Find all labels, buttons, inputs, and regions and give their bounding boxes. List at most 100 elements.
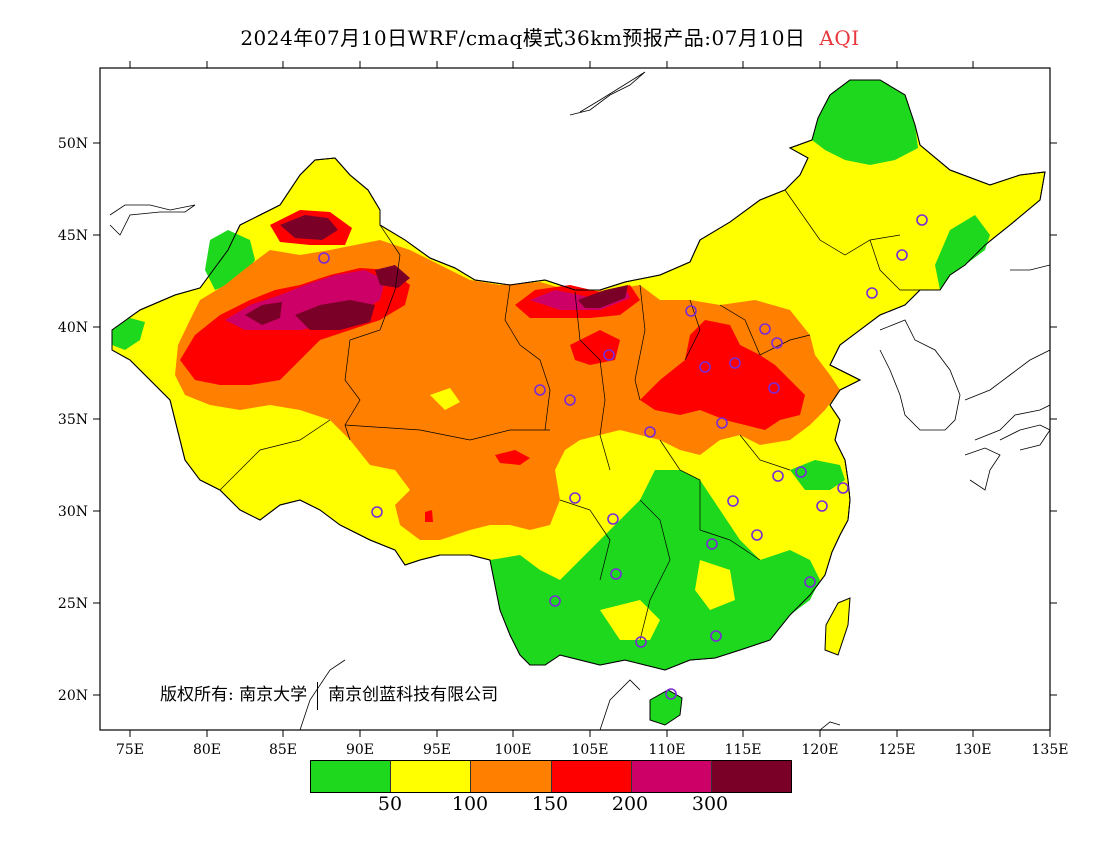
legend-swatch-red <box>551 761 632 792</box>
lon-label: 135E <box>1032 742 1069 758</box>
region-aqi-maroon-west-c <box>375 265 410 288</box>
lon-label: 100E <box>495 742 532 758</box>
station-marker <box>896 249 908 261</box>
lon-label: 75E <box>116 742 144 758</box>
lon-label: 95E <box>423 742 451 758</box>
legend-label: 200 <box>611 793 649 815</box>
lat-label: 20N <box>58 688 88 704</box>
station-marker <box>710 630 722 642</box>
lat-label: 25N <box>58 596 88 612</box>
station-marker <box>772 470 784 482</box>
legend-swatch-yellow <box>391 761 472 792</box>
station-marker <box>371 506 383 518</box>
copyright-prefix: 版权所有: <box>160 685 234 705</box>
legend-label: 100 <box>451 793 489 815</box>
lat-label: 45N <box>58 228 88 244</box>
station-marker <box>768 382 780 394</box>
region-aqi-red-tibet-dot <box>425 510 433 522</box>
copyright-separator <box>317 681 319 710</box>
lon-label: 85E <box>269 742 297 758</box>
station-marker <box>804 576 816 588</box>
lon-label: 125E <box>879 742 916 758</box>
station-marker <box>729 357 741 369</box>
station-marker <box>816 500 828 512</box>
legend-swatch-maroon <box>711 761 792 792</box>
legend-swatch-purple <box>631 761 712 792</box>
region-aqi-red-north-china <box>640 320 805 430</box>
station-marker <box>727 495 739 507</box>
station-marker <box>751 529 763 541</box>
station-marker <box>837 482 849 494</box>
copyright-note: 版权所有: 南京大学 南京创蓝科技有限公司 <box>160 680 498 710</box>
region-aqi-green-east-edge <box>935 215 990 290</box>
station-marker <box>549 595 561 607</box>
region-aqi-yellow-taiwan <box>824 597 851 656</box>
longitude-labels: 75E 80E 85E 90E 95E 100E 105E 110E 115E … <box>116 742 1069 758</box>
region-aqi-green-northeast <box>812 80 918 165</box>
region-aqi-red-shaanxi <box>570 330 620 365</box>
copyright-org2: 南京创蓝科技有限公司 <box>328 685 499 705</box>
map-body <box>109 71 1050 730</box>
legend-swatch-orange <box>471 761 552 792</box>
latitude-labels: 50N 45N 40N 35N 30N 25N 20N <box>58 136 88 704</box>
legend-label: 50 <box>377 793 403 815</box>
station-marker <box>564 394 576 406</box>
copyright-org1: 南京大学 <box>239 685 308 705</box>
station-marker <box>795 466 807 478</box>
station-marker <box>534 384 546 396</box>
region-aqi-maroon-west-b <box>245 302 282 325</box>
station-marker <box>607 513 619 525</box>
lon-label: 110E <box>649 742 686 758</box>
station-marker <box>699 361 711 373</box>
station-markers <box>318 214 928 700</box>
title-variable: AQI <box>819 26 860 50</box>
lon-label: 90E <box>346 742 374 758</box>
map-frame <box>99 67 1051 731</box>
lat-label: 40N <box>58 320 88 336</box>
lat-label: 50N <box>58 136 88 152</box>
station-marker <box>569 492 581 504</box>
lat-label: 30N <box>58 504 88 520</box>
region-aqi-maroon-north-xj <box>280 215 338 240</box>
station-marker <box>603 349 615 361</box>
legend-label: 150 <box>531 793 569 815</box>
station-marker <box>706 538 718 550</box>
region-aqi-yellow-south-patch <box>600 600 660 640</box>
station-marker <box>916 214 928 226</box>
legend-swatch-green <box>311 761 392 792</box>
province-boundaries <box>219 189 920 641</box>
region-aqi-maroon-inner-mongolia <box>578 285 628 308</box>
station-marker <box>771 337 783 349</box>
lon-label: 105E <box>572 742 609 758</box>
map-title: 2024年07月10日WRF/cmaq模式36km预报产品:07月10日 AQI <box>0 22 1100 51</box>
region-aqi-green-south <box>490 470 820 670</box>
legend-label: 300 <box>691 793 729 815</box>
station-marker <box>759 323 771 335</box>
region-aqi-green-west-tip <box>112 318 145 350</box>
title-text: 2024年07月10日WRF/cmaq模式36km预报产品:07月10日 <box>240 26 806 50</box>
station-marker <box>635 636 647 648</box>
neighbor-coastlines <box>109 71 1050 730</box>
station-marker <box>644 426 656 438</box>
lon-label: 130E <box>955 742 992 758</box>
color-legend <box>310 760 792 793</box>
region-aqi-maroon-west-a <box>295 300 375 330</box>
station-marker <box>716 417 728 429</box>
region-aqi-yellow-pocket-a <box>430 388 460 410</box>
station-marker <box>665 688 677 700</box>
region-aqi-yellow-guangxi-patch <box>695 560 735 610</box>
station-marker <box>866 287 878 299</box>
lat-label: 35N <box>58 412 88 428</box>
station-marker <box>318 252 330 264</box>
station-marker <box>610 568 622 580</box>
lon-label: 115E <box>725 742 762 758</box>
lon-label: 120E <box>802 742 839 758</box>
region-aqi-red-sichuan-dot <box>495 450 530 465</box>
region-aqi-yellow-pocket-b <box>710 465 760 500</box>
station-marker <box>685 305 697 317</box>
longitude-axis <box>129 61 1051 737</box>
lon-label: 80E <box>193 742 221 758</box>
latitude-axis <box>93 142 1057 696</box>
country-border <box>111 79 1046 671</box>
